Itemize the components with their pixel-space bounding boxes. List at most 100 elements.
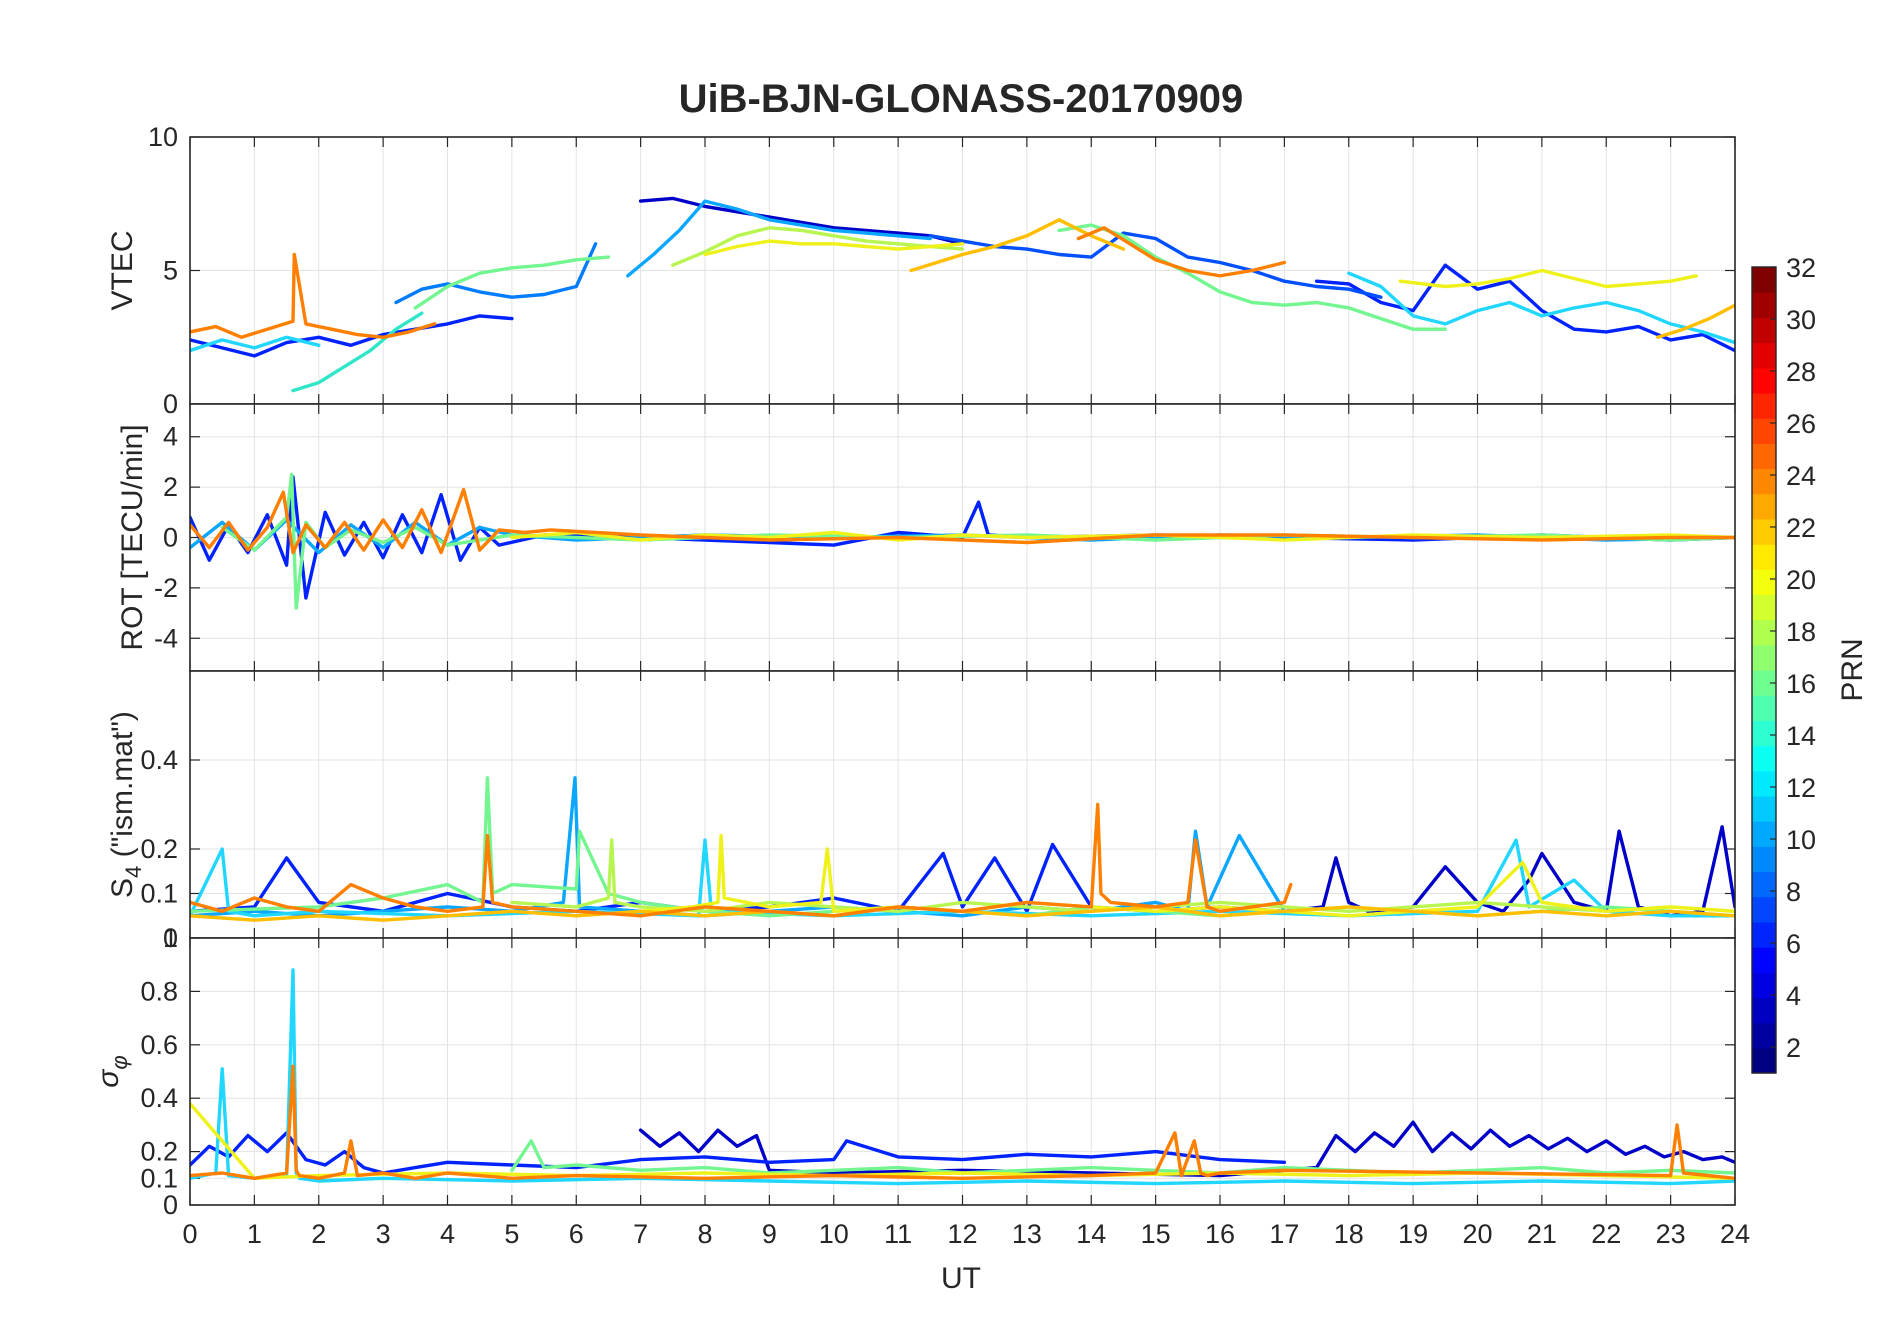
y-tick-label: 0.6: [140, 1030, 178, 1060]
y-tick-label: 0.4: [140, 745, 178, 775]
colorbar-tick-label: 26: [1786, 409, 1816, 439]
colorbar-tick-label: 16: [1786, 669, 1816, 699]
colorbar-tick-label: 8: [1786, 877, 1801, 907]
y-tick-label: 0: [163, 523, 178, 553]
x-tick-label: 6: [569, 1219, 584, 1249]
series-line-prn-12: [1347, 271, 1735, 345]
x-tick-label: 17: [1269, 1219, 1299, 1249]
y-tick-label: 0: [163, 389, 178, 419]
colorbar-tick-label: 28: [1786, 357, 1816, 387]
colorbar-swatch: [1752, 544, 1776, 570]
colorbar-tick-label: 6: [1786, 929, 1801, 959]
y-axis-label: VTEC: [106, 230, 139, 310]
series-line-prn-6: [928, 231, 1383, 299]
plot-frame: [189, 937, 1736, 1206]
x-tick-label: 20: [1462, 1219, 1492, 1249]
series-line-prn-12: [190, 838, 1735, 918]
y-axis-label-subscript: φ: [107, 1055, 132, 1069]
colorbar-tick-label: 20: [1786, 565, 1816, 595]
colorbar-swatch: [1752, 594, 1776, 621]
series-line-prn-2: [638, 1120, 1735, 1178]
y-tick-label: 0.2: [140, 834, 178, 864]
series-line-prn-16: [510, 1139, 1735, 1175]
colorbar-swatch: [1752, 821, 1776, 847]
colorbar-tick-label: 30: [1786, 305, 1816, 335]
y-axis-label: S4 ("ism.mat"): [106, 711, 146, 898]
colorbar-swatch: [1752, 619, 1776, 646]
series-line-prn-18: [671, 226, 965, 267]
colorbar-swatch: [1752, 569, 1776, 596]
colorbar-swatch: [1752, 367, 1776, 394]
y-axis-label: σφ: [92, 1055, 132, 1087]
series-line-prn-2: [638, 196, 965, 246]
x-tick-label: 4: [440, 1219, 455, 1249]
y-axis-label-rest: ("ism.mat"): [106, 711, 139, 866]
x-tick-label: 21: [1527, 1219, 1557, 1249]
x-tick-label: 24: [1720, 1219, 1750, 1249]
colorbar-swatch: [1752, 493, 1776, 520]
series-group: [190, 968, 1735, 1186]
chart-title: UiB-BJN-GLONASS-20170909: [679, 77, 1244, 121]
x-tick-label: 10: [819, 1219, 849, 1249]
colorbar-tick-label: 4: [1786, 981, 1801, 1011]
y-tick-label: -4: [154, 623, 178, 653]
colorbar-swatch: [1752, 795, 1776, 822]
colorbar-swatch: [1752, 392, 1776, 419]
y-tick-label: 0.2: [140, 1137, 178, 1167]
series-line-prn-22: [1656, 303, 1735, 339]
series-line-prn-4: [190, 314, 514, 358]
colorbar-tick-label: 2: [1786, 1033, 1801, 1063]
x-tick-label: 5: [504, 1219, 519, 1249]
y-axis-label-subscript: 4: [121, 866, 146, 878]
series-line-prn-18: [510, 838, 1735, 913]
x-tick-label: 23: [1656, 1219, 1686, 1249]
y-axis-label-main: σ: [92, 1068, 125, 1088]
x-tick-label: 2: [311, 1219, 326, 1249]
series-group: [190, 196, 1735, 393]
y-tick-label: 10: [148, 122, 178, 152]
colorbar-swatch: [1752, 846, 1776, 873]
colorbar-swatch: [1752, 342, 1776, 369]
x-tick-label: 1: [247, 1219, 262, 1249]
colorbar-swatch: [1752, 468, 1776, 495]
series-line-prn-22: [909, 218, 1126, 273]
series-line-prn-20: [1398, 268, 1699, 289]
x-tick-label: 19: [1398, 1219, 1428, 1249]
x-tick-label: 16: [1205, 1219, 1235, 1249]
colorbar-swatch: [1752, 947, 1776, 973]
panel-vtec: 0 5 10 VTEC: [106, 122, 1736, 419]
series-line-prn-8: [394, 242, 598, 305]
colorbar-swatch: [1752, 770, 1776, 797]
colorbar-tick-label: 12: [1786, 773, 1816, 803]
colorbar-tick-label: 10: [1786, 825, 1816, 855]
colorbar-swatch: [1752, 896, 1776, 923]
colorbar-tick-label: 24: [1786, 461, 1816, 491]
x-tick-label: 15: [1141, 1219, 1171, 1249]
y-tick-label: -2: [154, 573, 178, 603]
series-line-prn-20: [510, 530, 1735, 542]
y-axis-label: ROT [TECU/min]: [116, 424, 149, 650]
colorbar-swatch: [1752, 1047, 1776, 1074]
y-tick-label: 1: [163, 923, 178, 953]
colorbar-swatch: [1752, 695, 1776, 721]
series-line-prn-24: [190, 1064, 1735, 1181]
x-tick-label: 13: [1012, 1219, 1042, 1249]
y-tick-label: 0.4: [140, 1083, 178, 1113]
y-tick-label: 0.1: [140, 1163, 178, 1193]
colorbar-tick-label: 22: [1786, 513, 1816, 543]
y-tick-label: 5: [163, 256, 178, 286]
x-tick-label: 3: [376, 1219, 391, 1249]
x-tick-label: 11: [884, 1219, 912, 1249]
colorbar-swatch: [1752, 1022, 1776, 1049]
x-tick-label: 12: [947, 1219, 977, 1249]
colorbar-frame: [1751, 266, 1777, 1074]
colorbar-swatch: [1752, 292, 1776, 318]
y-tick-label: 0.1: [140, 879, 178, 909]
x-tick-label: 8: [697, 1219, 712, 1249]
y-tick-label: 0: [163, 1190, 178, 1220]
series-line-prn-24: [190, 802, 1293, 918]
series-line-prn-20: [703, 239, 965, 257]
y-axis-label-main: S: [106, 878, 139, 898]
